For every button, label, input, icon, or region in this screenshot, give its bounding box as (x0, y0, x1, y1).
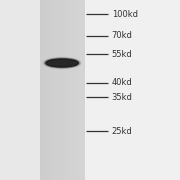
Ellipse shape (43, 57, 81, 69)
Bar (40, 0, 85, 180)
Text: 25kd: 25kd (112, 127, 132, 136)
Text: 55kd: 55kd (112, 50, 132, 59)
Bar (85, 0, 180, 180)
Text: 35kd: 35kd (112, 93, 132, 102)
Ellipse shape (45, 58, 79, 68)
Text: 40kd: 40kd (112, 78, 132, 87)
Ellipse shape (46, 59, 78, 67)
Text: 100kd: 100kd (112, 10, 138, 19)
Text: 70kd: 70kd (112, 31, 132, 40)
Ellipse shape (44, 58, 80, 68)
